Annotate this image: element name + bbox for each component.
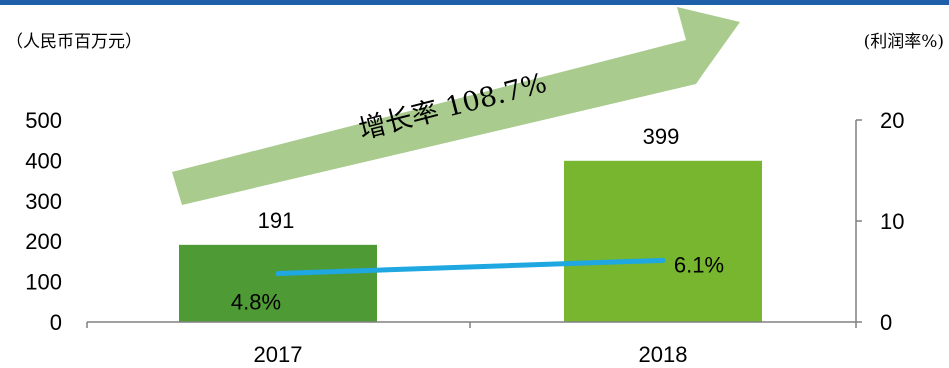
right-axis-tick-label: 0 <box>880 310 892 335</box>
margin-data-labels: 4.8% 6.1% <box>231 252 724 314</box>
x-axis-label-2017: 2017 <box>254 342 303 367</box>
left-axis-tick-label: 100 <box>25 270 62 295</box>
right-axis-unit-label: (利润率%) <box>864 32 944 52</box>
left-axis-ticks: 0 100 200 300 400 500 <box>25 108 62 335</box>
margin-value-label: 4.8% <box>231 290 281 315</box>
left-axis-tick-label: 400 <box>25 148 62 173</box>
left-axis-tick-label: 300 <box>25 189 62 214</box>
left-axis-tick-label: 0 <box>50 310 62 335</box>
bar-data-labels: 191 399 <box>258 124 680 233</box>
left-axis-unit-label: （人民币百万元） <box>6 32 142 52</box>
x-axis-tick-labels: 2017 2018 <box>254 342 688 367</box>
margin-line <box>275 257 666 277</box>
top-rule <box>0 0 949 5</box>
bar-series <box>179 160 762 322</box>
right-axis-tick-label: 10 <box>880 209 904 234</box>
bar-value-label: 399 <box>643 124 680 149</box>
bar-value-label: 191 <box>258 208 295 233</box>
margin-line-series <box>275 257 666 277</box>
left-axis-tick-label: 500 <box>25 108 62 133</box>
growth-arrow-shape <box>172 7 740 205</box>
right-axis-tick-label: 20 <box>880 108 904 133</box>
x-axis-label-2018: 2018 <box>639 342 688 367</box>
right-axis-ticks: 0 10 20 <box>856 108 904 335</box>
left-axis-tick-label: 200 <box>25 229 62 254</box>
bar-2017 <box>179 244 377 322</box>
margin-value-label: 6.1% <box>674 252 724 277</box>
bar-2018 <box>564 160 762 322</box>
